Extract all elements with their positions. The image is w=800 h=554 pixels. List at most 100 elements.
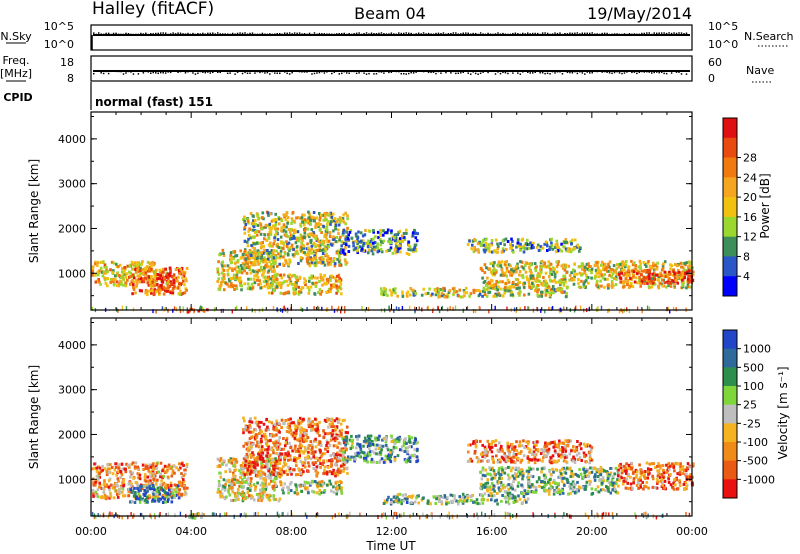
- data-cell: [243, 473, 247, 477]
- data-cell: [552, 291, 555, 295]
- noise-point: [93, 32, 95, 34]
- data-cell: [142, 499, 146, 503]
- data-cell: [152, 485, 156, 489]
- data-cell: [91, 489, 95, 492]
- data-cell: [246, 459, 250, 463]
- data-cell: [406, 290, 410, 294]
- freq-point: [328, 70, 331, 72]
- data-cell: [229, 480, 232, 484]
- data-cell: [122, 483, 126, 487]
- data-cell: [243, 419, 246, 423]
- data-cell: [306, 233, 310, 237]
- noise-point: [484, 33, 487, 36]
- data-cell: [162, 285, 166, 289]
- data-cell: [243, 225, 247, 229]
- data-cell: [115, 473, 118, 477]
- data-cell: [150, 291, 153, 295]
- data-cell: [305, 439, 309, 443]
- data-cell: [98, 475, 101, 479]
- data-cell: [517, 244, 521, 248]
- freq-point: [298, 70, 301, 73]
- data-cell: [476, 248, 479, 252]
- data-cell: [273, 423, 277, 427]
- data-cell: [139, 488, 142, 492]
- data-cell: [166, 492, 170, 496]
- cpid-label: CPID: [3, 91, 32, 104]
- data-cell: [313, 254, 316, 258]
- data-cell: [308, 288, 311, 292]
- data-cell: [585, 262, 589, 266]
- data-cell: [278, 454, 281, 458]
- data-cell: [259, 241, 263, 245]
- data-cell: [166, 468, 169, 472]
- freq-point: [214, 70, 217, 72]
- data-cell: [509, 273, 512, 277]
- data-cell: [243, 493, 246, 497]
- data-cell: [336, 473, 340, 477]
- data-cell: [232, 273, 236, 277]
- data-cell: [565, 240, 568, 244]
- data-cell: [329, 431, 333, 435]
- data-cell: [149, 474, 152, 478]
- data-cell: [244, 495, 247, 499]
- data-cell: [342, 469, 345, 473]
- freq-point: [410, 71, 412, 74]
- noise-point: [670, 32, 673, 35]
- data-cell: [583, 268, 586, 272]
- data-cell: [263, 472, 267, 476]
- data-cell: [336, 218, 340, 222]
- y-tick-label: 2000: [58, 222, 86, 235]
- data-cell: [285, 225, 288, 229]
- data-cell: [255, 436, 258, 439]
- data-cell: [136, 482, 139, 486]
- colorbar-frame: [722, 117, 738, 297]
- noise-point: [236, 32, 239, 35]
- data-cell: [133, 501, 137, 504]
- data-cell: [336, 445, 339, 449]
- noise-point: [110, 33, 112, 36]
- freq-point: [350, 70, 353, 73]
- data-cell: [317, 458, 320, 462]
- data-cell: [679, 273, 682, 277]
- data-cell: [148, 470, 152, 474]
- data-cell: [274, 483, 278, 487]
- data-cell: [275, 285, 279, 289]
- freq-point: [665, 72, 668, 75]
- data-cell: [664, 275, 668, 278]
- data-cell: [549, 245, 552, 249]
- data-cell: [514, 277, 518, 281]
- data-cell: [177, 468, 180, 472]
- freq-point: [435, 72, 437, 75]
- data-cell: [402, 235, 405, 239]
- data-cell: [94, 280, 98, 284]
- data-cell: [508, 285, 512, 289]
- data-cell: [155, 471, 159, 474]
- noise-point: [155, 32, 157, 35]
- data-cell: [232, 481, 235, 485]
- data-cell: [169, 484, 173, 487]
- y-tick-label: 3000: [58, 178, 86, 191]
- data-cell: [150, 275, 153, 278]
- noise-point: [422, 32, 425, 34]
- data-cell: [373, 241, 377, 244]
- noise-point: [159, 32, 162, 34]
- data-cell: [332, 444, 336, 448]
- data-cell: [565, 249, 568, 253]
- data-cell: [393, 308, 395, 313]
- data-cell: [116, 495, 120, 499]
- data-cell: [323, 274, 326, 277]
- data-cell: [323, 452, 327, 456]
- data-cell: [590, 276, 593, 280]
- data-cell: [416, 232, 419, 236]
- data-cell: [321, 213, 324, 217]
- data-cell: [176, 489, 180, 493]
- data-cell: [262, 484, 265, 488]
- data-cell: [532, 246, 535, 249]
- data-cell: [376, 242, 379, 246]
- noise-point: [544, 32, 546, 34]
- data-cell: [679, 261, 683, 265]
- data-cell: [268, 498, 272, 502]
- data-cell: [600, 284, 603, 288]
- data-cell: [217, 487, 220, 491]
- noise-point: [179, 32, 182, 35]
